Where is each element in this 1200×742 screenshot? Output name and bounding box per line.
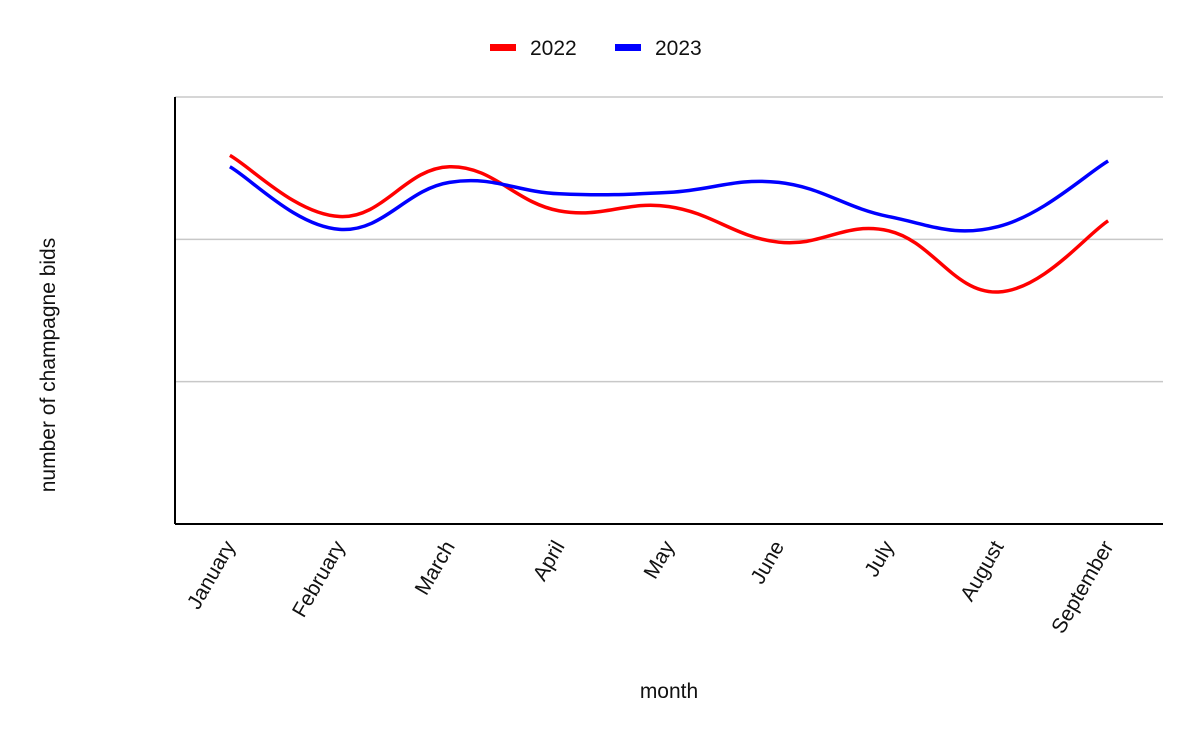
x-tick-label: June (746, 537, 789, 588)
x-tick-label: August (956, 537, 1009, 605)
x-tick-labels: January February March April May June July Augu… (183, 537, 1119, 638)
x-tick-label: March (411, 537, 460, 599)
series-lines (229, 153, 1110, 294)
gridlines (175, 96, 1163, 383)
legend-label-2023: 2023 (655, 37, 702, 60)
series-line-2023 (229, 159, 1110, 233)
x-axis-title: month (640, 680, 698, 703)
x-tick-label: February (288, 537, 350, 622)
axes (174, 97, 1163, 525)
x-tick-label: May (640, 537, 680, 583)
series-line-2022 (229, 153, 1110, 294)
x-tick-label: September (1047, 537, 1118, 637)
legend-swatch-2022 (490, 44, 516, 51)
x-tick-label: April (529, 537, 570, 585)
x-tick-label: July (860, 537, 899, 581)
legend: 2022 2023 (490, 37, 702, 60)
y-axis-title: number of champagne bids (37, 238, 60, 493)
x-tick-label: January (183, 537, 241, 614)
legend-swatch-2023 (615, 44, 641, 51)
legend-label-2022: 2022 (530, 37, 577, 60)
